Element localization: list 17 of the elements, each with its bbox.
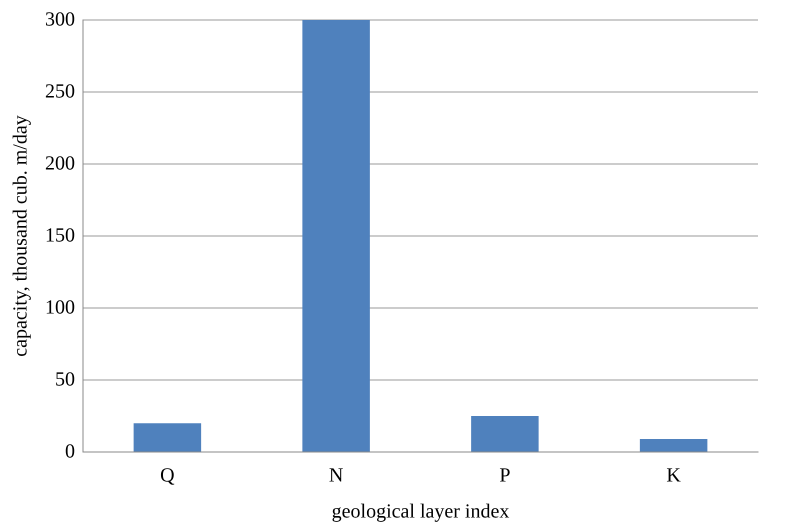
bar — [640, 439, 708, 452]
bar — [302, 20, 370, 452]
y-tick-label: 0 — [65, 440, 75, 462]
y-tick-label: 200 — [45, 152, 75, 174]
y-tick-label: 250 — [45, 80, 75, 102]
y-tick-label: 300 — [45, 8, 75, 30]
x-tick-label: Q — [160, 464, 176, 486]
x-tick-label: N — [328, 464, 344, 486]
x-tick-label: P — [499, 464, 510, 486]
y-tick-label: 100 — [45, 296, 75, 318]
x-axis-title: geological layer index — [332, 500, 510, 522]
y-tick-label: 50 — [55, 368, 75, 390]
y-axis-title: capacity, thousand cub. m/day — [9, 115, 32, 357]
y-tick-label: 150 — [45, 224, 75, 246]
bar — [134, 423, 202, 452]
bar — [471, 416, 539, 452]
x-tick-label: K — [666, 464, 682, 486]
